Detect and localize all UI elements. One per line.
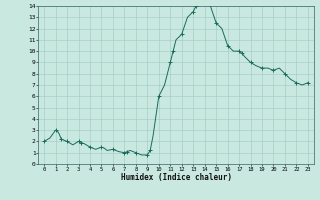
X-axis label: Humidex (Indice chaleur): Humidex (Indice chaleur)	[121, 173, 231, 182]
